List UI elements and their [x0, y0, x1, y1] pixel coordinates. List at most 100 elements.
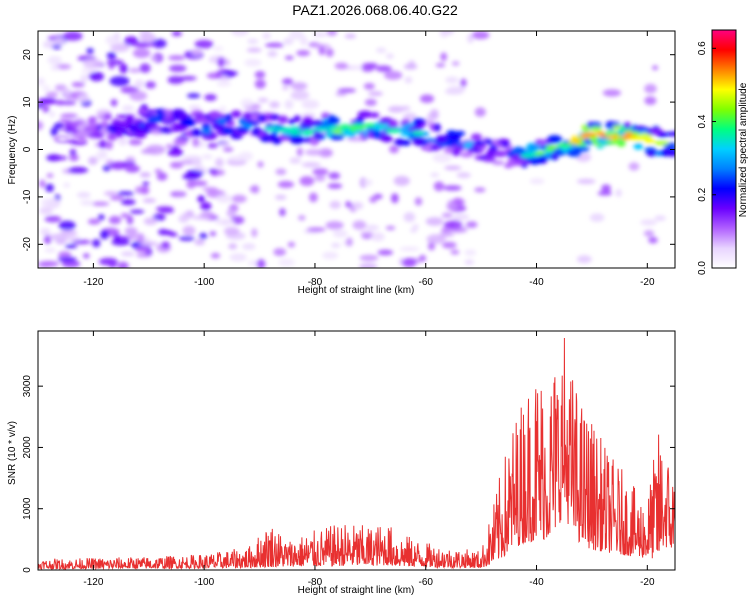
heatmap-cell: [314, 174, 326, 182]
heatmap-cell: [58, 220, 76, 231]
heatmap-cell: [390, 193, 399, 204]
heatmap-cell: [120, 199, 136, 206]
heatmap-cell: [50, 155, 68, 161]
heatmap-cell: [106, 133, 118, 141]
heatmap-cell: [50, 127, 58, 137]
heatmap-cell: [328, 172, 341, 180]
heatmap-cell: [115, 131, 123, 138]
heatmap-cell: [108, 161, 128, 170]
heatmap-cell: [411, 130, 425, 136]
heatmap-cell: [483, 138, 493, 145]
heatmap-cell: [312, 168, 329, 176]
heatmap-cell: [332, 229, 348, 238]
heatmap-cell: [166, 144, 173, 149]
heatmap-cell: [290, 127, 303, 132]
heatmap-cell: [173, 138, 188, 147]
colorbar: 0.0 0.2 0.4 0.6 Normalized spectral amplitu…: [697, 29, 749, 275]
heatmap-cell: [77, 94, 90, 103]
colorbar-axis: 0.0 0.2 0.4 0.6: [697, 41, 716, 275]
colorbar-bar: [711, 29, 737, 269]
heatmap-cell: [224, 227, 240, 236]
heatmap-cell: [648, 236, 658, 244]
heatmap-cell: [293, 115, 301, 123]
heatmap-cell: [128, 231, 139, 241]
heatmap-cells: [38, 31, 675, 268]
heatmap-cell: [195, 163, 204, 171]
heatmap-cell: [644, 83, 657, 94]
heatmap-cell: [128, 138, 143, 146]
heatmap-y-tick-label: 20: [22, 49, 33, 61]
heatmap-cell: [142, 198, 156, 203]
heatmap-cell: [400, 105, 411, 111]
heatmap-cell: [412, 224, 419, 230]
heatmap-cell: [444, 165, 462, 171]
heatmap-cell: [240, 98, 254, 108]
heatmap-cell: [135, 246, 150, 253]
heatmap-cell: [116, 191, 135, 196]
heatmap-cell: [209, 231, 217, 237]
heatmap-cell: [519, 153, 536, 158]
heatmap-cell: [425, 217, 444, 226]
heatmap-cell: [242, 243, 256, 250]
heatmap-cell: [346, 237, 353, 247]
heatmap-cell: [493, 150, 508, 158]
heatmap-cell: [460, 78, 467, 88]
heatmap-cell: [597, 191, 613, 196]
heatmap-cell: [283, 37, 294, 46]
heatmap-cell: [264, 126, 280, 131]
heatmap-cell: [156, 172, 168, 181]
heatmap-x-axis: -120 -100 -80 -60 -40 -20: [83, 31, 655, 288]
heatmap-cell: [226, 209, 237, 218]
heatmap-cell: [451, 147, 461, 157]
heatmap-cell: [118, 137, 128, 146]
heatmap-cell: [171, 108, 185, 117]
heatmap-cell: [474, 107, 486, 117]
heatmap-cell: [454, 131, 466, 136]
heatmap-cell: [223, 59, 231, 66]
snr-y-tick-label: 0: [22, 567, 33, 573]
heatmap-cell: [669, 131, 675, 137]
heatmap-cell: [231, 194, 247, 203]
heatmap-cell: [320, 112, 331, 120]
heatmap-cell: [276, 127, 291, 132]
heatmap-cell: [601, 184, 611, 193]
heatmap-cell: [652, 65, 659, 71]
heatmap-cell: [186, 93, 201, 99]
heatmap-cell: [40, 98, 58, 105]
snr-y-tick-label: 1000: [22, 497, 33, 520]
heatmap-cell: [435, 63, 446, 68]
heatmap-cell: [309, 192, 318, 203]
heatmap-cell: [427, 242, 436, 251]
heatmap-cell: [487, 148, 497, 153]
heatmap-cell: [393, 175, 410, 186]
snr-x-tick-label: -40: [529, 577, 544, 588]
heatmap-cell: [571, 139, 582, 144]
heatmap-cell: [135, 132, 147, 139]
heatmap-cell: [654, 140, 670, 146]
heatmap-cell: [143, 217, 158, 226]
heatmap-cell: [191, 180, 208, 187]
heatmap-cell: [327, 183, 343, 189]
heatmap-cell: [445, 76, 459, 84]
heatmap-cell: [492, 160, 505, 166]
heatmap-cell: [120, 213, 130, 219]
heatmap-cell: [447, 86, 466, 93]
snr-x-tick-label: -120: [83, 577, 103, 588]
heatmap-cell: [322, 251, 339, 260]
heatmap-cell: [57, 251, 72, 259]
heatmap-cell: [38, 77, 45, 86]
heatmap-cell: [452, 213, 470, 221]
heatmap-cell: [97, 214, 105, 221]
heatmap-cell: [228, 243, 238, 250]
heatmap-cell: [389, 145, 399, 154]
heatmap-cell: [287, 241, 296, 248]
heatmap-cell: [580, 132, 597, 137]
heatmap-cell: [521, 163, 528, 168]
heatmap-cell: [100, 230, 109, 240]
heatmap-cell: [456, 172, 471, 179]
heatmap-cell: [76, 192, 91, 198]
heatmap-cell: [301, 99, 320, 110]
heatmap-cell: [178, 160, 193, 165]
heatmap-cell: [210, 252, 221, 259]
heatmap-cell: [381, 134, 393, 143]
